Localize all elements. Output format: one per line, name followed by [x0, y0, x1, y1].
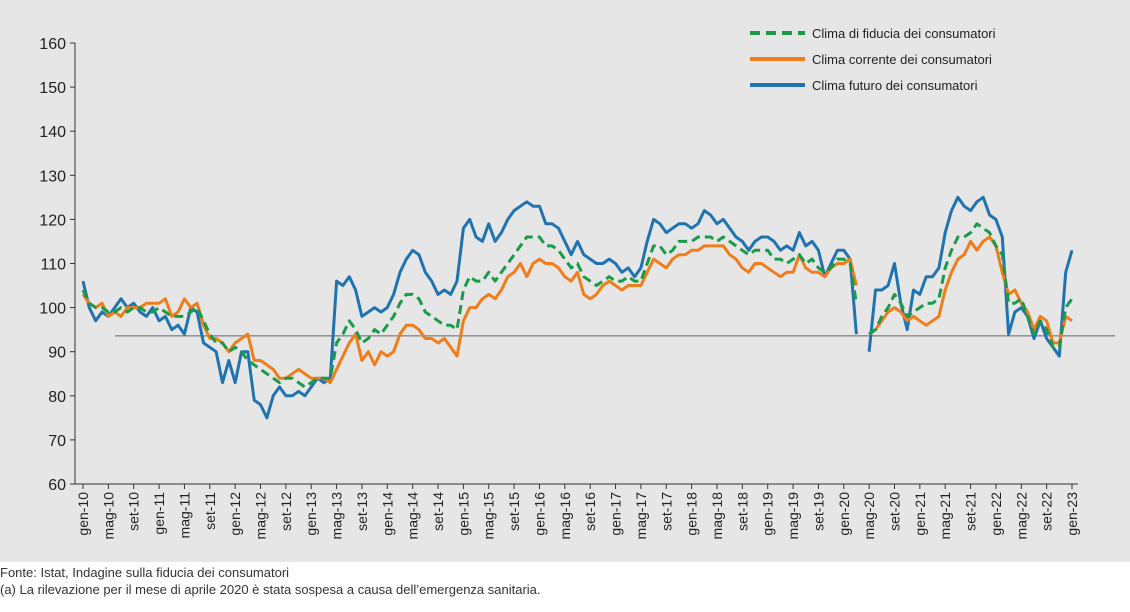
x-tick-label: mag-14 — [405, 492, 421, 540]
x-tick-label: set-11 — [202, 492, 218, 530]
y-tick-label: 60 — [48, 477, 66, 494]
x-tick-label: mag-20 — [861, 492, 877, 540]
y-tick-label: 140 — [39, 124, 66, 141]
x-tick-label: gen-18 — [684, 492, 700, 536]
x-tick-label: mag-13 — [329, 492, 345, 540]
x-tick-label: mag-19 — [785, 492, 801, 540]
x-tick-label: mag-11 — [176, 492, 192, 539]
x-tick-label: mag-18 — [709, 492, 725, 540]
x-tick-label: gen-16 — [531, 492, 547, 536]
x-tick-label: mag-12 — [253, 492, 269, 540]
x-tick-label: set-18 — [734, 492, 750, 531]
x-tick-label: mag-10 — [100, 492, 116, 540]
source-note: Fonte: Istat, Indagine sulla fiducia dei… — [0, 565, 289, 580]
x-tick-label: gen-11 — [151, 492, 167, 535]
x-tick-label: set-21 — [963, 492, 979, 531]
x-tick-label: set-22 — [1039, 492, 1055, 531]
y-tick-label: 100 — [39, 301, 66, 318]
x-tick-label: gen-13 — [303, 492, 319, 536]
footnote: (a) La rilevazione per il mese di aprile… — [0, 582, 541, 597]
x-tick-label: set-10 — [126, 492, 142, 531]
x-tick-label: set-19 — [810, 492, 826, 531]
x-tick-label: gen-14 — [379, 492, 395, 536]
x-tick-label: gen-12 — [227, 492, 243, 536]
y-tick-label: 90 — [48, 345, 66, 362]
y-tick-label: 70 — [48, 433, 66, 450]
x-tick-label: set-14 — [430, 492, 446, 531]
x-tick-label: set-17 — [658, 492, 674, 531]
x-tick-label: mag-15 — [481, 492, 497, 540]
x-tick-label: mag-22 — [1013, 492, 1029, 540]
x-tick-label: mag-16 — [557, 492, 573, 540]
x-tick-label: gen-23 — [1064, 492, 1080, 536]
x-tick-label: set-15 — [506, 492, 522, 531]
x-tick-label: gen-15 — [455, 492, 471, 536]
x-tick-label: gen-21 — [912, 492, 928, 536]
x-tick-label: set-20 — [886, 492, 902, 531]
x-tick-label: gen-22 — [988, 492, 1004, 536]
y-tick-label: 120 — [39, 212, 66, 229]
x-tick-label: gen-20 — [836, 492, 852, 536]
x-tick-label: set-13 — [354, 492, 370, 531]
legend-label: Clima corrente dei consumatori — [812, 52, 992, 67]
x-tick-label: gen-10 — [75, 492, 91, 536]
series-line — [81, 222, 1074, 389]
legend-label: Clima futuro dei consumatori — [812, 78, 978, 93]
x-tick-label: set-16 — [582, 492, 598, 531]
y-tick-label: 110 — [40, 257, 66, 274]
x-tick-label: mag-21 — [937, 492, 953, 540]
y-tick-label: 80 — [48, 389, 66, 406]
y-tick-label: 160 — [39, 36, 66, 53]
x-tick-label: gen-19 — [760, 492, 776, 536]
x-tick-label: mag-17 — [633, 492, 649, 540]
y-tick-label: 130 — [39, 168, 66, 185]
y-tick-label: 150 — [39, 80, 66, 97]
x-tick-label: gen-17 — [608, 492, 624, 536]
x-tick-label: set-12 — [278, 492, 294, 531]
legend-label: Clima di fiducia dei consumatori — [812, 26, 996, 41]
